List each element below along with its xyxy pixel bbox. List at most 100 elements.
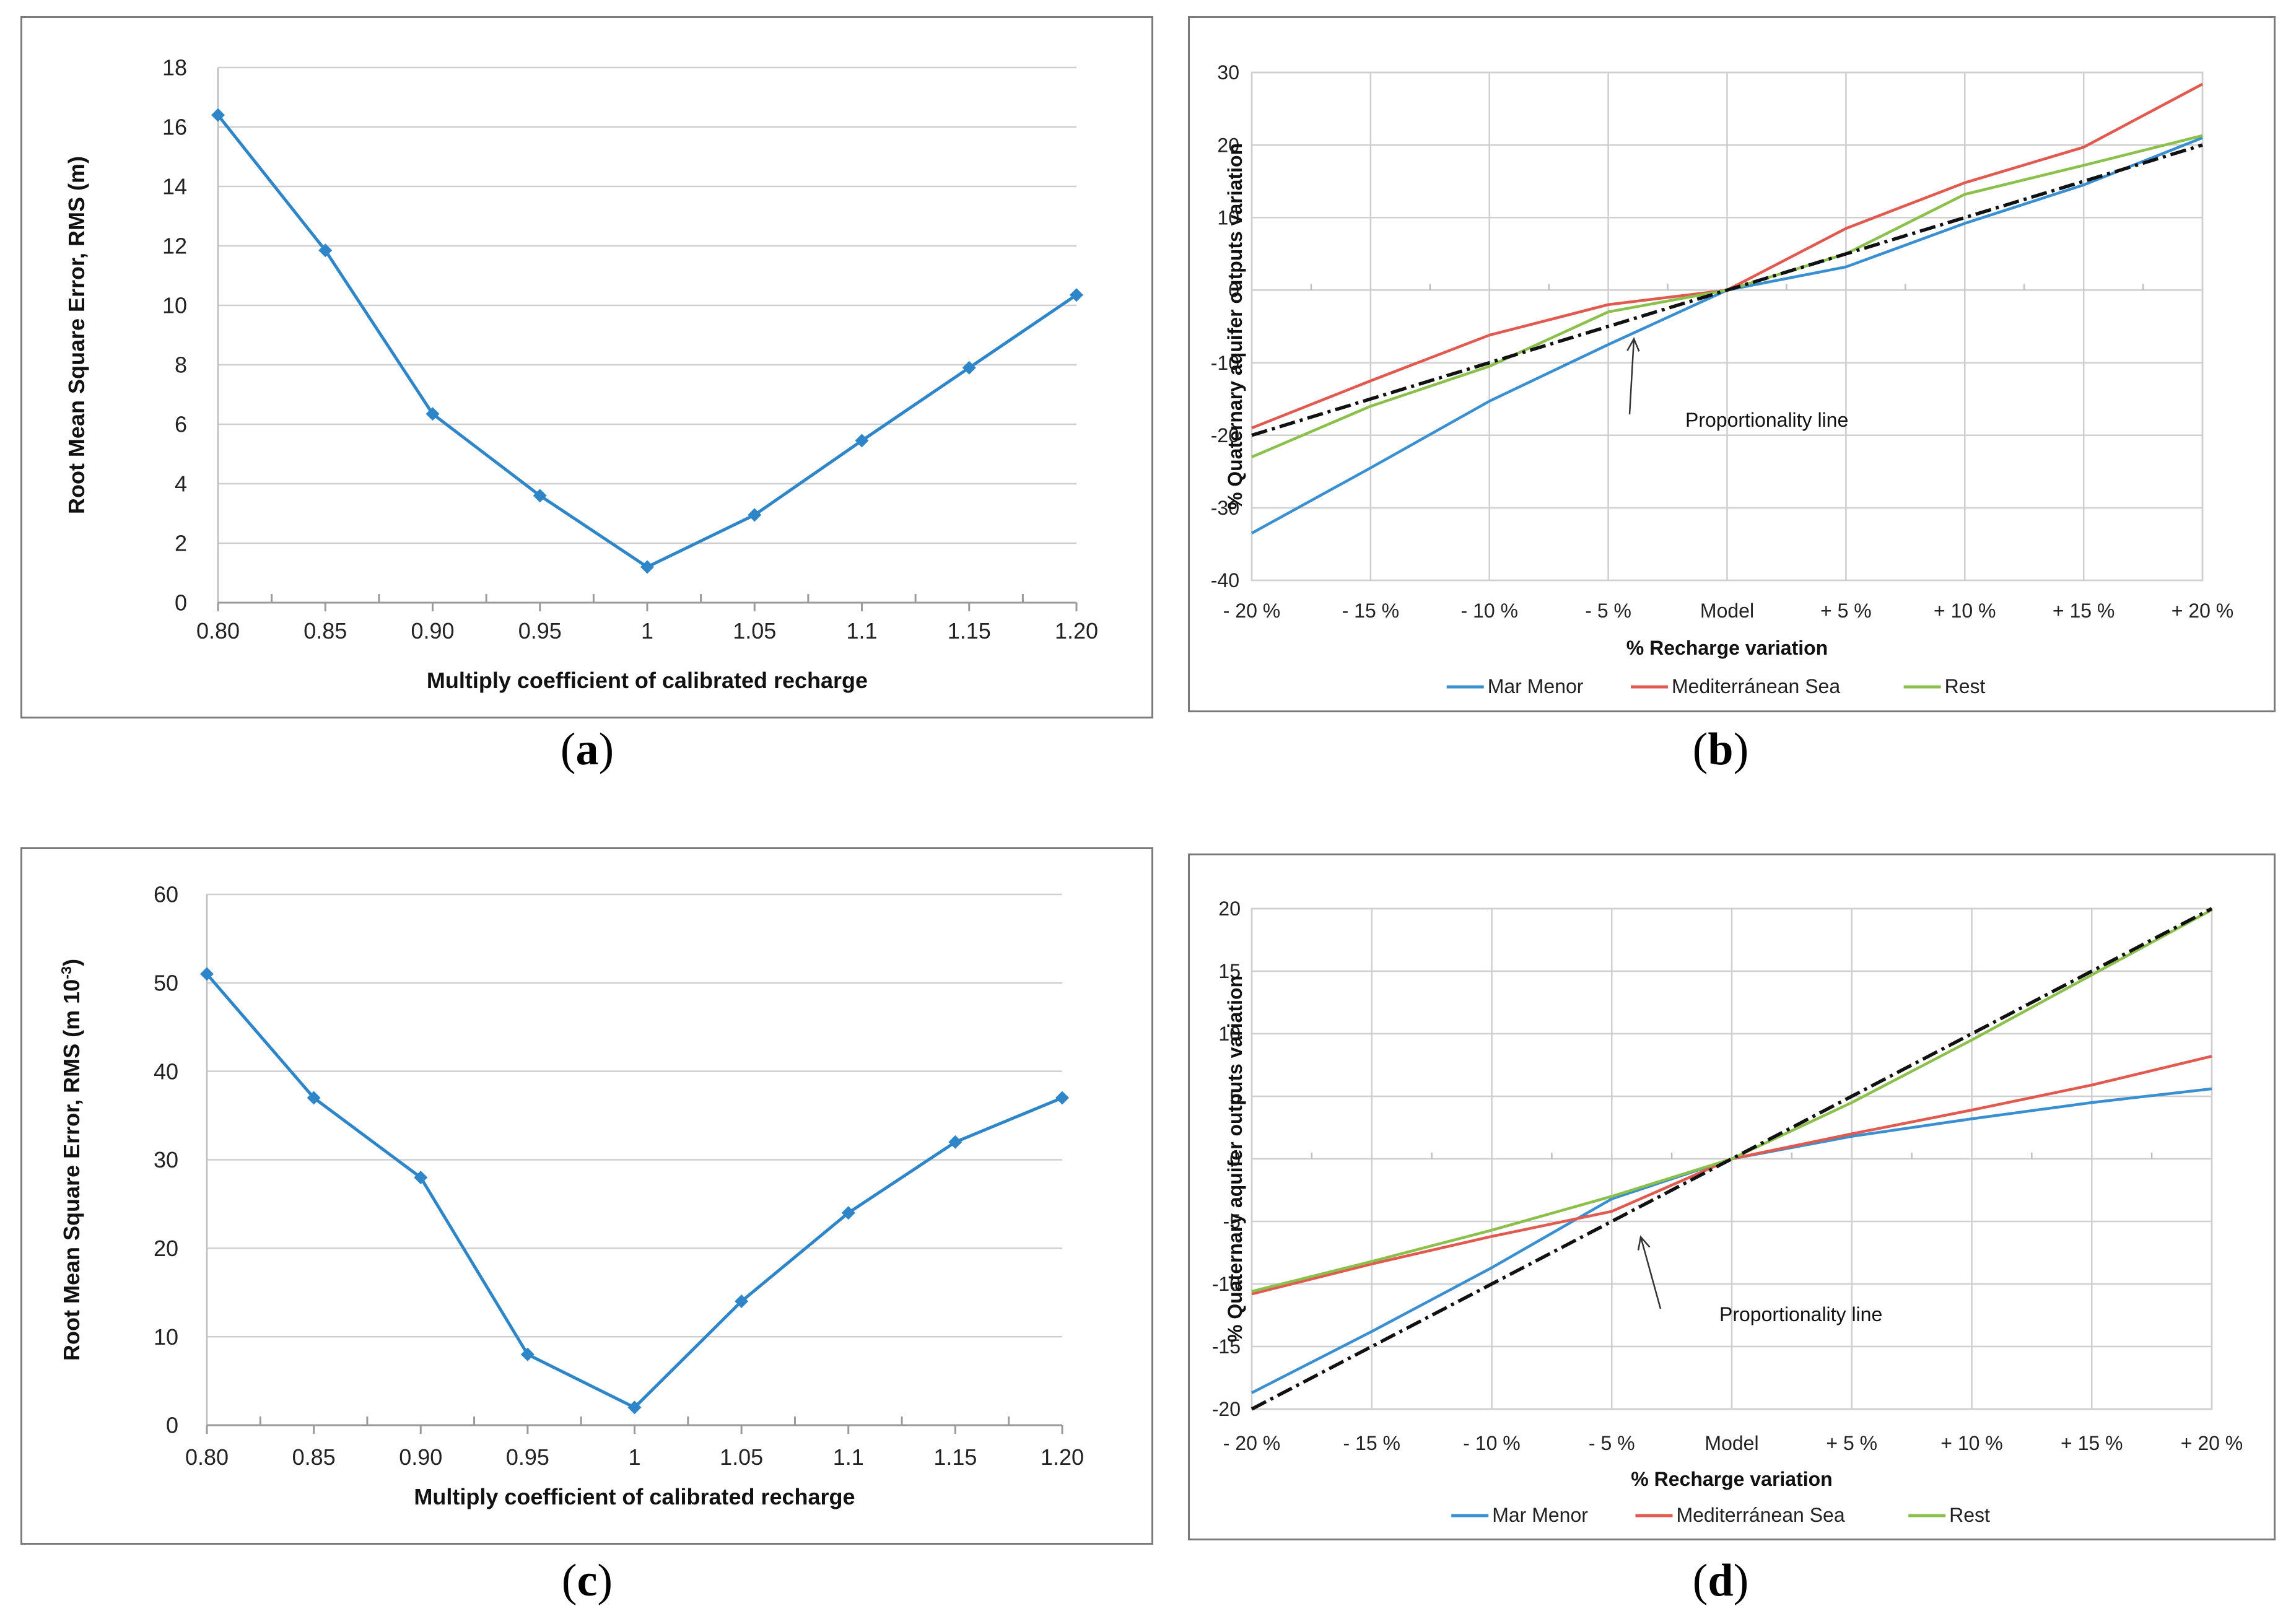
y-tick-label: 30 xyxy=(154,1147,178,1172)
x-tick-label: 0.80 xyxy=(185,1444,229,1470)
x-tick-label: 1.15 xyxy=(948,618,991,644)
annotation-arrow-head xyxy=(1637,1235,1651,1251)
y-tick-label: -10 xyxy=(1212,1273,1241,1295)
annotation-arrow-shaft xyxy=(1628,338,1635,415)
data-point xyxy=(200,967,214,981)
x-tick-label: 1.1 xyxy=(833,1444,864,1470)
data-point xyxy=(520,1347,535,1361)
y-tick-label: 20 xyxy=(154,1236,178,1261)
y-axis-title: Root Mean Square Error, RMS (m) xyxy=(64,156,89,514)
legend-label-rest: Rest xyxy=(1945,675,1986,697)
y-tick-label: 12 xyxy=(162,234,187,259)
y-tick-label: -5 xyxy=(1223,1210,1241,1233)
x-tick-label: 1.05 xyxy=(733,618,776,644)
caption-a: (a) xyxy=(560,724,614,775)
chart-c: 0 10 20 30 40 50 60 0.80 0.85 0.90 0.95 1 1.05 1.1 1.1… xyxy=(58,882,1084,1509)
x-tick-label: 1.15 xyxy=(933,1444,977,1470)
x-tick-label: + 5 % xyxy=(1826,1432,1877,1454)
y-tick-label: 10 xyxy=(154,1324,178,1350)
x-tick-label: + 10 % xyxy=(1934,600,1996,622)
data-point xyxy=(318,243,333,258)
x-tick-label: + 20 % xyxy=(2181,1432,2243,1454)
x-tick-label: 0.90 xyxy=(411,618,454,644)
x-tick-label: - 15 % xyxy=(1342,600,1399,622)
x-tick-label: 0.95 xyxy=(506,1444,549,1470)
y-tick-label: -10 xyxy=(1211,352,1239,374)
y-tick-label: 60 xyxy=(154,882,178,907)
x-tick-label: - 20 % xyxy=(1223,1432,1280,1454)
x-tick-label: 0.85 xyxy=(292,1444,336,1470)
panel-d: -20 -15 -10 -5 0 5 10 15 20 - 20 % - 15 % - 10 % - 5… xyxy=(1188,853,2276,1540)
y-tick-label: 0 xyxy=(175,590,187,616)
x-tick-label: + 10 % xyxy=(1940,1432,2003,1454)
data-point xyxy=(735,1294,749,1309)
panel-c: 0 10 20 30 40 50 60 0.80 0.85 0.90 0.95 1 1.05 1.1 1.1… xyxy=(20,847,1153,1545)
data-point xyxy=(426,407,440,421)
series-line-rms xyxy=(217,114,1078,569)
data-point xyxy=(841,1206,855,1220)
data-point xyxy=(414,1171,428,1185)
legend-label-mediterr-nean-sea: Mediterránean Sea xyxy=(1672,675,1840,697)
data-point xyxy=(307,1091,321,1105)
legend-label-mediterr-nean-sea: Mediterránean Sea xyxy=(1676,1504,1844,1526)
plot-area xyxy=(1251,71,2204,582)
data-point xyxy=(1070,288,1083,302)
y-tick-label: 14 xyxy=(162,174,187,199)
x-tick-label: - 5 % xyxy=(1585,600,1631,622)
x-tick-label: 1 xyxy=(641,618,653,644)
series-line-rms xyxy=(206,972,1063,1409)
y-tick-label: 10 xyxy=(162,293,187,318)
proportionality-line xyxy=(1251,143,2203,437)
caption-d: (d) xyxy=(1692,1555,1749,1606)
x-tick-label: 0.90 xyxy=(399,1444,442,1470)
y-tick-label: -30 xyxy=(1211,497,1239,519)
y-tick-label: 30 xyxy=(1217,61,1239,84)
data-point xyxy=(211,108,225,122)
x-tick-label: + 15 % xyxy=(2061,1432,2123,1454)
x-tick-label: 1.05 xyxy=(720,1444,763,1470)
x-axis-title: % Recharge variation xyxy=(1626,637,1828,659)
x-tick-label: + 5 % xyxy=(1820,600,1872,622)
y-tick-label: 18 xyxy=(162,55,187,81)
caption-b: (b) xyxy=(1692,724,1749,775)
x-tick-label: 0.85 xyxy=(303,618,347,644)
caption-c: (c) xyxy=(561,1555,613,1606)
data-point xyxy=(748,508,762,522)
data-point xyxy=(1055,1091,1069,1105)
y-tick-label: 0 xyxy=(1229,1148,1241,1170)
x-tick-label: 1 xyxy=(628,1444,640,1470)
x-tick-label: 0.95 xyxy=(518,618,562,644)
data-point xyxy=(640,560,654,574)
chart-a: 0 2 4 6 8 10 12 14 16 18 0.80 0.85 0.90 0.95 1 1.05 1.1 1… xyxy=(64,55,1098,693)
proportionality-line xyxy=(1251,907,2213,1411)
y-tick-label: 0 xyxy=(166,1413,178,1438)
x-axis-title: Multiply coefficient of calibrated recha… xyxy=(414,1484,855,1509)
data-point xyxy=(948,1135,962,1149)
y-tick-label: -20 xyxy=(1212,1398,1241,1420)
x-axis-title: Multiply coefficient of calibrated recha… xyxy=(427,668,868,693)
y-axis-title-superscript: -3 xyxy=(58,966,74,979)
annotation-arrow-shaft xyxy=(1639,1236,1662,1309)
y-tick-label: 40 xyxy=(154,1059,178,1084)
panel-b: -40 -30 -20 -10 0 10 20 30 - 20 % - 15 % - 10 % - 5… xyxy=(1188,16,2276,712)
series-line-rest xyxy=(1251,909,2213,1293)
x-tick-label: - 20 % xyxy=(1223,600,1280,622)
y-tick-label: 8 xyxy=(175,352,187,378)
panel-a: 0 2 4 6 8 10 12 14 16 18 0.80 0.85 0.90 0.95 1 1.05 1.1 1… xyxy=(20,16,1153,718)
legend-label-rest: Rest xyxy=(1949,1504,1990,1526)
y-tick-label: 16 xyxy=(162,115,187,140)
x-tick-label: - 5 % xyxy=(1589,1432,1635,1454)
legend-label-mar-menor: Mar Menor xyxy=(1488,675,1584,697)
y-tick-label: 10 xyxy=(1217,206,1239,229)
y-tick-label: 0 xyxy=(1228,279,1239,302)
y-tick-label: 10 xyxy=(1218,1023,1241,1045)
data-point xyxy=(627,1400,642,1415)
annotation-label: Proportionality line xyxy=(1685,409,1848,431)
y-tick-label: -15 xyxy=(1212,1335,1241,1358)
y-tick-label: 5 xyxy=(1229,1085,1241,1107)
x-tick-label: Model xyxy=(1705,1432,1758,1454)
x-tick-label: 1.20 xyxy=(1041,1444,1084,1470)
y-tick-label: 20 xyxy=(1217,134,1239,156)
y-tick-label: 2 xyxy=(175,531,187,556)
y-tick-label: 50 xyxy=(154,970,178,995)
